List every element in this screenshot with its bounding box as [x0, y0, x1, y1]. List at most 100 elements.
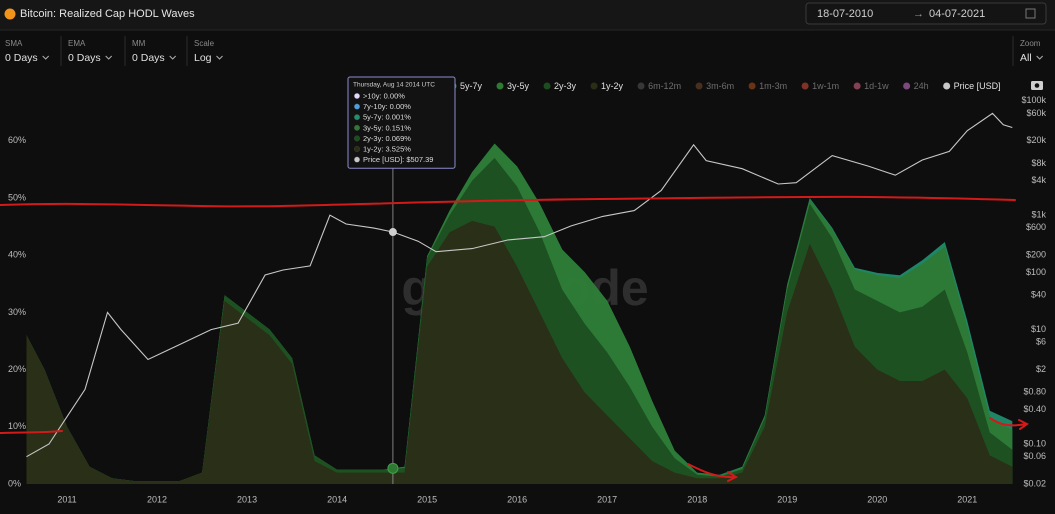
date-to[interactable]: 04-07-2021 [929, 8, 985, 20]
calendar-icon[interactable] [1025, 8, 1036, 19]
tooltip-box [347, 76, 456, 169]
y-tick-label: 0% [8, 478, 21, 488]
y2-tick-label: $8k [1031, 158, 1046, 168]
tooltip-row: 7y-10y: 0.00% [363, 102, 411, 111]
price-line [26, 112, 1013, 458]
control-value[interactable]: Log [194, 52, 212, 64]
control-value[interactable]: 0 Days [68, 52, 101, 64]
wave-area [26, 220, 1013, 484]
tooltip-row: >10y: 0.00% [363, 91, 405, 100]
legend-label[interactable]: 1d-1w [864, 81, 889, 91]
x-tick-label: 2020 [867, 494, 887, 504]
x-tick-label: 2015 [417, 494, 437, 504]
legend-dot[interactable] [590, 82, 598, 90]
legend-dot[interactable] [496, 82, 504, 90]
x-tick-label: 2012 [147, 494, 167, 504]
x-tick-label: 2018 [687, 494, 707, 504]
legend-dot[interactable] [543, 82, 551, 90]
y2-tick-label: $40 [1031, 290, 1046, 300]
red-arrow-2018 [687, 463, 739, 482]
tooltip-dot [354, 114, 361, 121]
y2-tick-label: $0.02 [1023, 478, 1046, 488]
tooltip-row: 5y-7y: 0.001% [363, 113, 411, 122]
control-label: SMA [5, 39, 23, 48]
control-label: MM [132, 39, 146, 48]
red-annotation-left [0, 430, 63, 434]
chevron[interactable] [42, 55, 50, 60]
y2-tick-label: $600 [1026, 222, 1046, 232]
legend-label[interactable]: 3m-6m [706, 81, 734, 91]
camera-lens[interactable] [1034, 83, 1040, 88]
date-from[interactable]: 18-07-2010 [817, 8, 873, 20]
chevron[interactable] [169, 55, 177, 60]
legend-label[interactable]: 3y-5y [507, 81, 530, 91]
legend-label[interactable]: Price [USD] [954, 81, 1001, 91]
x-tick-label: 2016 [507, 494, 527, 504]
x-tick-label: 2011 [57, 494, 76, 504]
tooltip-row: 1y-2y: 3.525% [363, 144, 411, 153]
legend-label[interactable]: 5y-7y [460, 81, 483, 91]
y2-tick-label: $0.80 [1023, 387, 1046, 397]
x-tick-label: 2013 [237, 494, 257, 504]
control-value[interactable]: 0 Days [132, 52, 165, 64]
y-tick-label: 40% [8, 250, 26, 260]
date-separator: → [913, 8, 924, 20]
controls: SMA 0 Days EMA 0 Days MM 0 Days Scale Log Zoom Al… [5, 36, 1044, 66]
chevron[interactable] [105, 55, 113, 60]
plot: glassnode0%10%20%30%40%50%60%$100k$60k$2… [8, 76, 1046, 504]
tooltip-dot [354, 156, 361, 163]
y2-tick-label: $100 [1026, 267, 1046, 277]
tooltip-row: Price [USD]: $507.39 [363, 155, 433, 164]
legend-label[interactable]: 6m-12m [648, 81, 681, 91]
legend-dot[interactable] [748, 82, 756, 90]
chevron[interactable] [216, 55, 223, 60]
y-tick-label: 10% [8, 421, 26, 431]
legend-dot[interactable] [695, 82, 703, 90]
red-annotation-line [0, 195, 1016, 208]
tooltip-dot [354, 124, 361, 131]
control-label: Zoom [1020, 39, 1041, 48]
y2-tick-label: $20k [1026, 135, 1046, 145]
legend-label[interactable]: 2y-3y [554, 81, 577, 91]
tooltip-dot [354, 145, 361, 152]
chart-title: Bitcoin: Realized Cap HODL Waves [20, 8, 195, 20]
legend-dot[interactable] [853, 82, 861, 90]
legend-dot[interactable] [943, 82, 951, 90]
control-value[interactable]: All [1020, 52, 1032, 64]
y2-tick-label: $2 [1036, 364, 1046, 374]
y2-tick-label: $100k [1021, 95, 1046, 105]
hover-dot [387, 462, 399, 474]
y2-tick-label: $60k [1026, 108, 1046, 118]
control-label: Scale [194, 39, 215, 48]
y-tick-label: 60% [8, 135, 26, 145]
legend-label[interactable]: 1w-1m [812, 81, 839, 91]
y2-tick-label: $6 [1036, 337, 1046, 347]
control-label: EMA [68, 39, 86, 48]
x-tick-label: 2021 [957, 494, 977, 504]
x-tick-label: 2017 [597, 494, 617, 504]
y2-tick-label: $0.06 [1023, 451, 1046, 461]
chevron[interactable] [1036, 55, 1044, 60]
legend-label[interactable]: 1m-3m [759, 81, 787, 91]
legend-label[interactable]: 1y-2y [601, 81, 624, 91]
tooltip-dot [354, 92, 361, 99]
date-range[interactable] [805, 2, 1047, 25]
bitcoin-icon [4, 8, 16, 20]
legend-label[interactable]: 24h [914, 81, 929, 91]
y-tick-label: 30% [8, 307, 26, 317]
y-tick-label: 50% [8, 192, 26, 202]
annotations [0, 195, 1029, 482]
camera-icon[interactable] [1031, 81, 1043, 90]
red-arrow-2021 [989, 417, 1029, 430]
tooltip-dot [354, 103, 361, 110]
price-hover-dot [388, 228, 397, 237]
legend-dot[interactable] [801, 82, 809, 90]
y2-tick-label: $10 [1031, 324, 1046, 334]
legend-dot[interactable] [903, 82, 911, 90]
y-tick-label: 20% [8, 364, 26, 374]
y2-tick-label: $0.40 [1023, 404, 1046, 414]
control-value[interactable]: 0 Days [5, 52, 38, 64]
legend-dot[interactable] [637, 82, 645, 90]
